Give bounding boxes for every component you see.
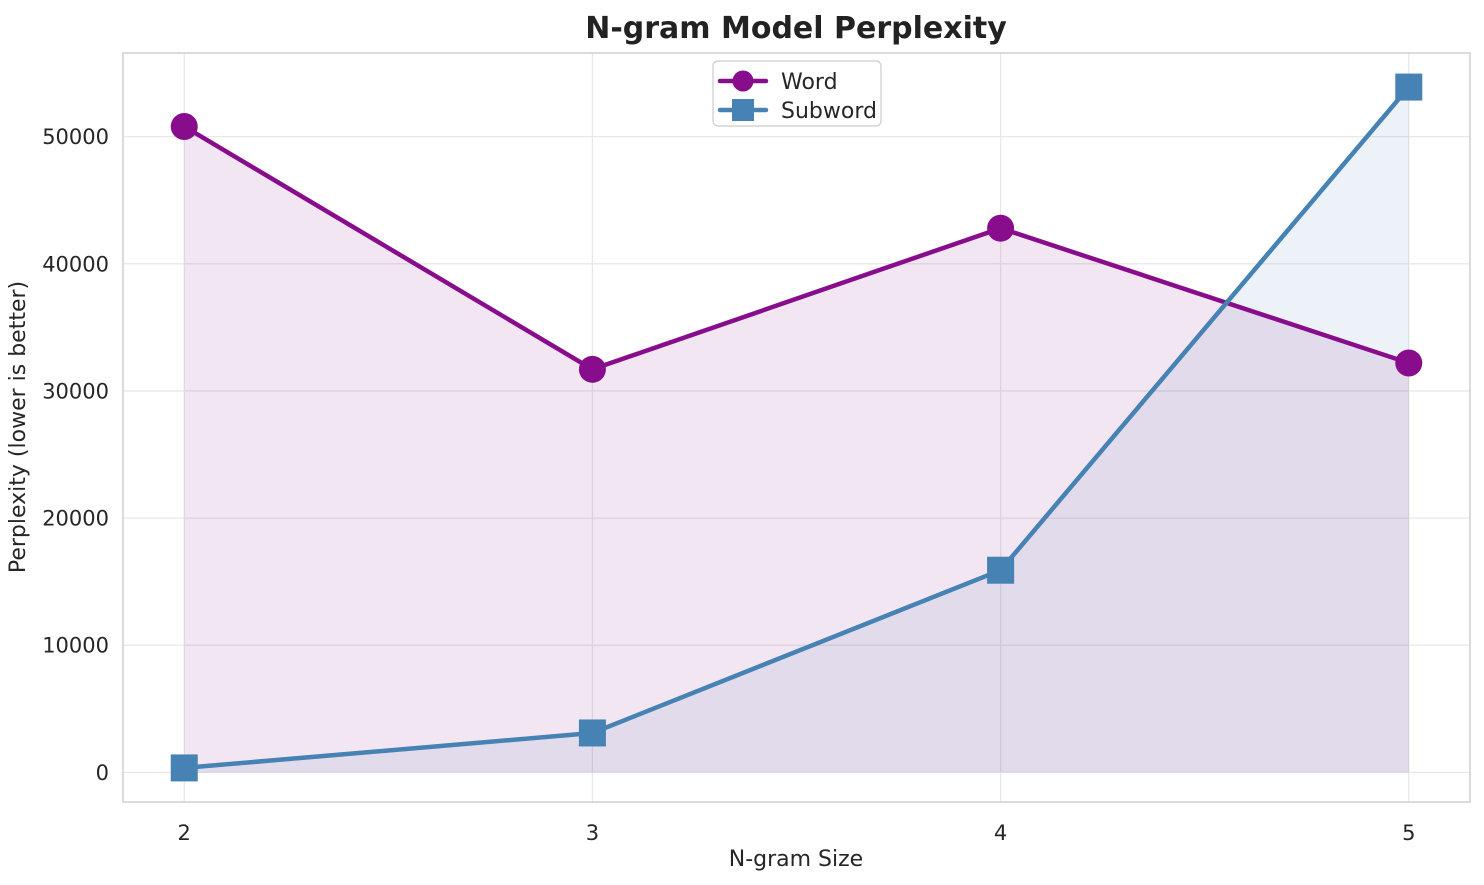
data-point-subword-2: [170, 754, 198, 782]
area-word: [184, 126, 1409, 773]
data-point-word-2: [170, 112, 198, 140]
y-tick-label: 0: [96, 761, 109, 785]
line-subword: [181, 84, 1412, 771]
y-tick-label: 40000: [42, 252, 109, 276]
y-tick-label: 20000: [42, 507, 109, 531]
word-circle-marker-icon: [732, 70, 754, 92]
legend-item-subword: Subword: [717, 99, 877, 124]
legend-item-word: Word: [717, 70, 838, 95]
x-tick-label: 4: [994, 821, 1007, 845]
area-subword: [184, 87, 1409, 773]
line-word: [181, 124, 1412, 372]
plot-border: [122, 52, 1471, 803]
data-point-subword-3: [578, 719, 606, 747]
legend-label-word: Word: [781, 70, 838, 95]
y-tick-label: 50000: [42, 125, 109, 149]
data-point-word-5: [1395, 349, 1423, 377]
x-axis-label: N-gram Size: [729, 847, 863, 872]
y-tick-label: 30000: [42, 379, 109, 403]
data-point-subword-4: [987, 556, 1015, 584]
plot-area: 0 10000 20000 30000 40000 50000 2 3 4 5: [42, 52, 1471, 845]
data-point-word-3: [578, 355, 606, 383]
legend: Word Subword: [712, 60, 882, 127]
chart-title: N-gram Model Perplexity: [585, 11, 1007, 46]
y-axis-label: Perplexity (lower is better): [6, 281, 31, 573]
x-tick-label: 3: [586, 821, 599, 845]
x-tick-label: 2: [178, 821, 191, 845]
y-tick-label: 10000: [42, 634, 109, 658]
data-point-subword-5: [1395, 73, 1423, 101]
data-point-word-4: [987, 214, 1015, 242]
x-tick-label: 5: [1402, 821, 1415, 845]
legend-label-subword: Subword: [781, 99, 877, 124]
subword-square-marker-icon: [732, 99, 754, 121]
